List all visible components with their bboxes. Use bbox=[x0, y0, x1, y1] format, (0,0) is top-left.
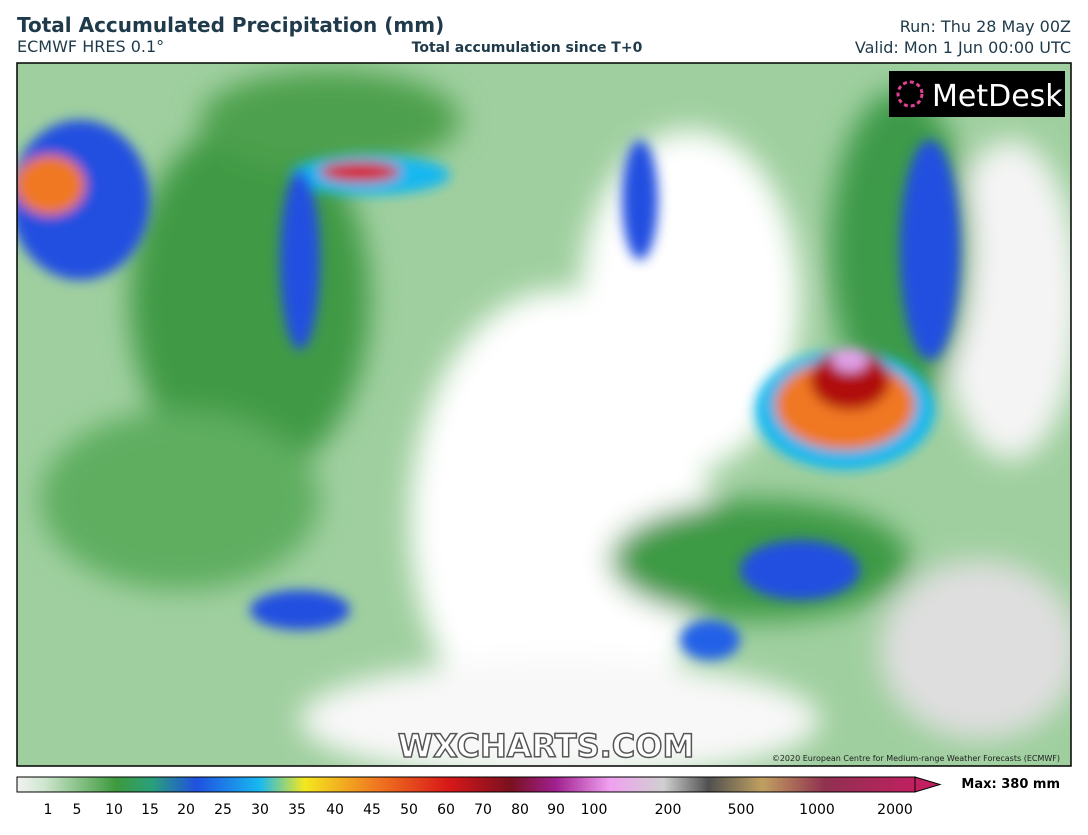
colorbar-label: 25 bbox=[214, 802, 232, 818]
map-frame bbox=[16, 62, 1072, 767]
colorbar bbox=[16, 776, 916, 793]
colorbar-label: 40 bbox=[326, 802, 344, 818]
colorbar-label: 5 bbox=[73, 802, 82, 818]
watermark: WXCHARTS.COM bbox=[398, 727, 695, 765]
colorbar-label: 30 bbox=[251, 802, 269, 818]
colorbar-arrow bbox=[914, 776, 942, 793]
model: ECMWF HRES 0.1° bbox=[17, 37, 164, 56]
max-label: Max: 380 mm bbox=[961, 777, 1060, 792]
logo: MetDesk bbox=[932, 79, 1063, 114]
colorbar-label: 200 bbox=[655, 802, 682, 818]
colorbar-label: 500 bbox=[728, 802, 755, 818]
title: Total Accumulated Precipitation (mm) bbox=[17, 13, 444, 37]
colorbar-label: 2000 bbox=[877, 802, 913, 818]
subtitle: Total accumulation since T+0 bbox=[412, 40, 643, 56]
run-time: Run: Thu 28 May 00Z bbox=[900, 17, 1071, 36]
logo-box bbox=[889, 71, 1065, 117]
colorbar-label: 15 bbox=[141, 802, 159, 818]
copyright: ©2020 European Centre for Medium-range W… bbox=[772, 754, 1060, 763]
colorbar-labels: 1 5 10 15 20 25 30 35 40 45 50 60 70 80 90 100 200 500 100… bbox=[44, 802, 913, 818]
colorbar-label: 20 bbox=[177, 802, 195, 818]
colorbar-label: 1000 bbox=[799, 802, 835, 818]
valid-time: Valid: Mon 1 Jun 00:00 UTC bbox=[855, 38, 1071, 57]
colorbar-label: 10 bbox=[105, 802, 123, 818]
colorbar-label: 45 bbox=[363, 802, 381, 818]
colorbar-label: 80 bbox=[511, 802, 529, 818]
colorbar-label: 90 bbox=[547, 802, 565, 818]
colorbar-label: 70 bbox=[474, 802, 492, 818]
colorbar-label: 100 bbox=[581, 802, 608, 818]
colorbar-label: 60 bbox=[437, 802, 455, 818]
logo-icon bbox=[896, 80, 924, 108]
colorbar-label: 35 bbox=[288, 802, 306, 818]
map: MetDesk WXCHARTS.COM ©2020 European Cent… bbox=[17, 63, 1071, 766]
colorbar-label: 50 bbox=[400, 802, 418, 818]
colorbar-label: 1 bbox=[44, 802, 53, 818]
